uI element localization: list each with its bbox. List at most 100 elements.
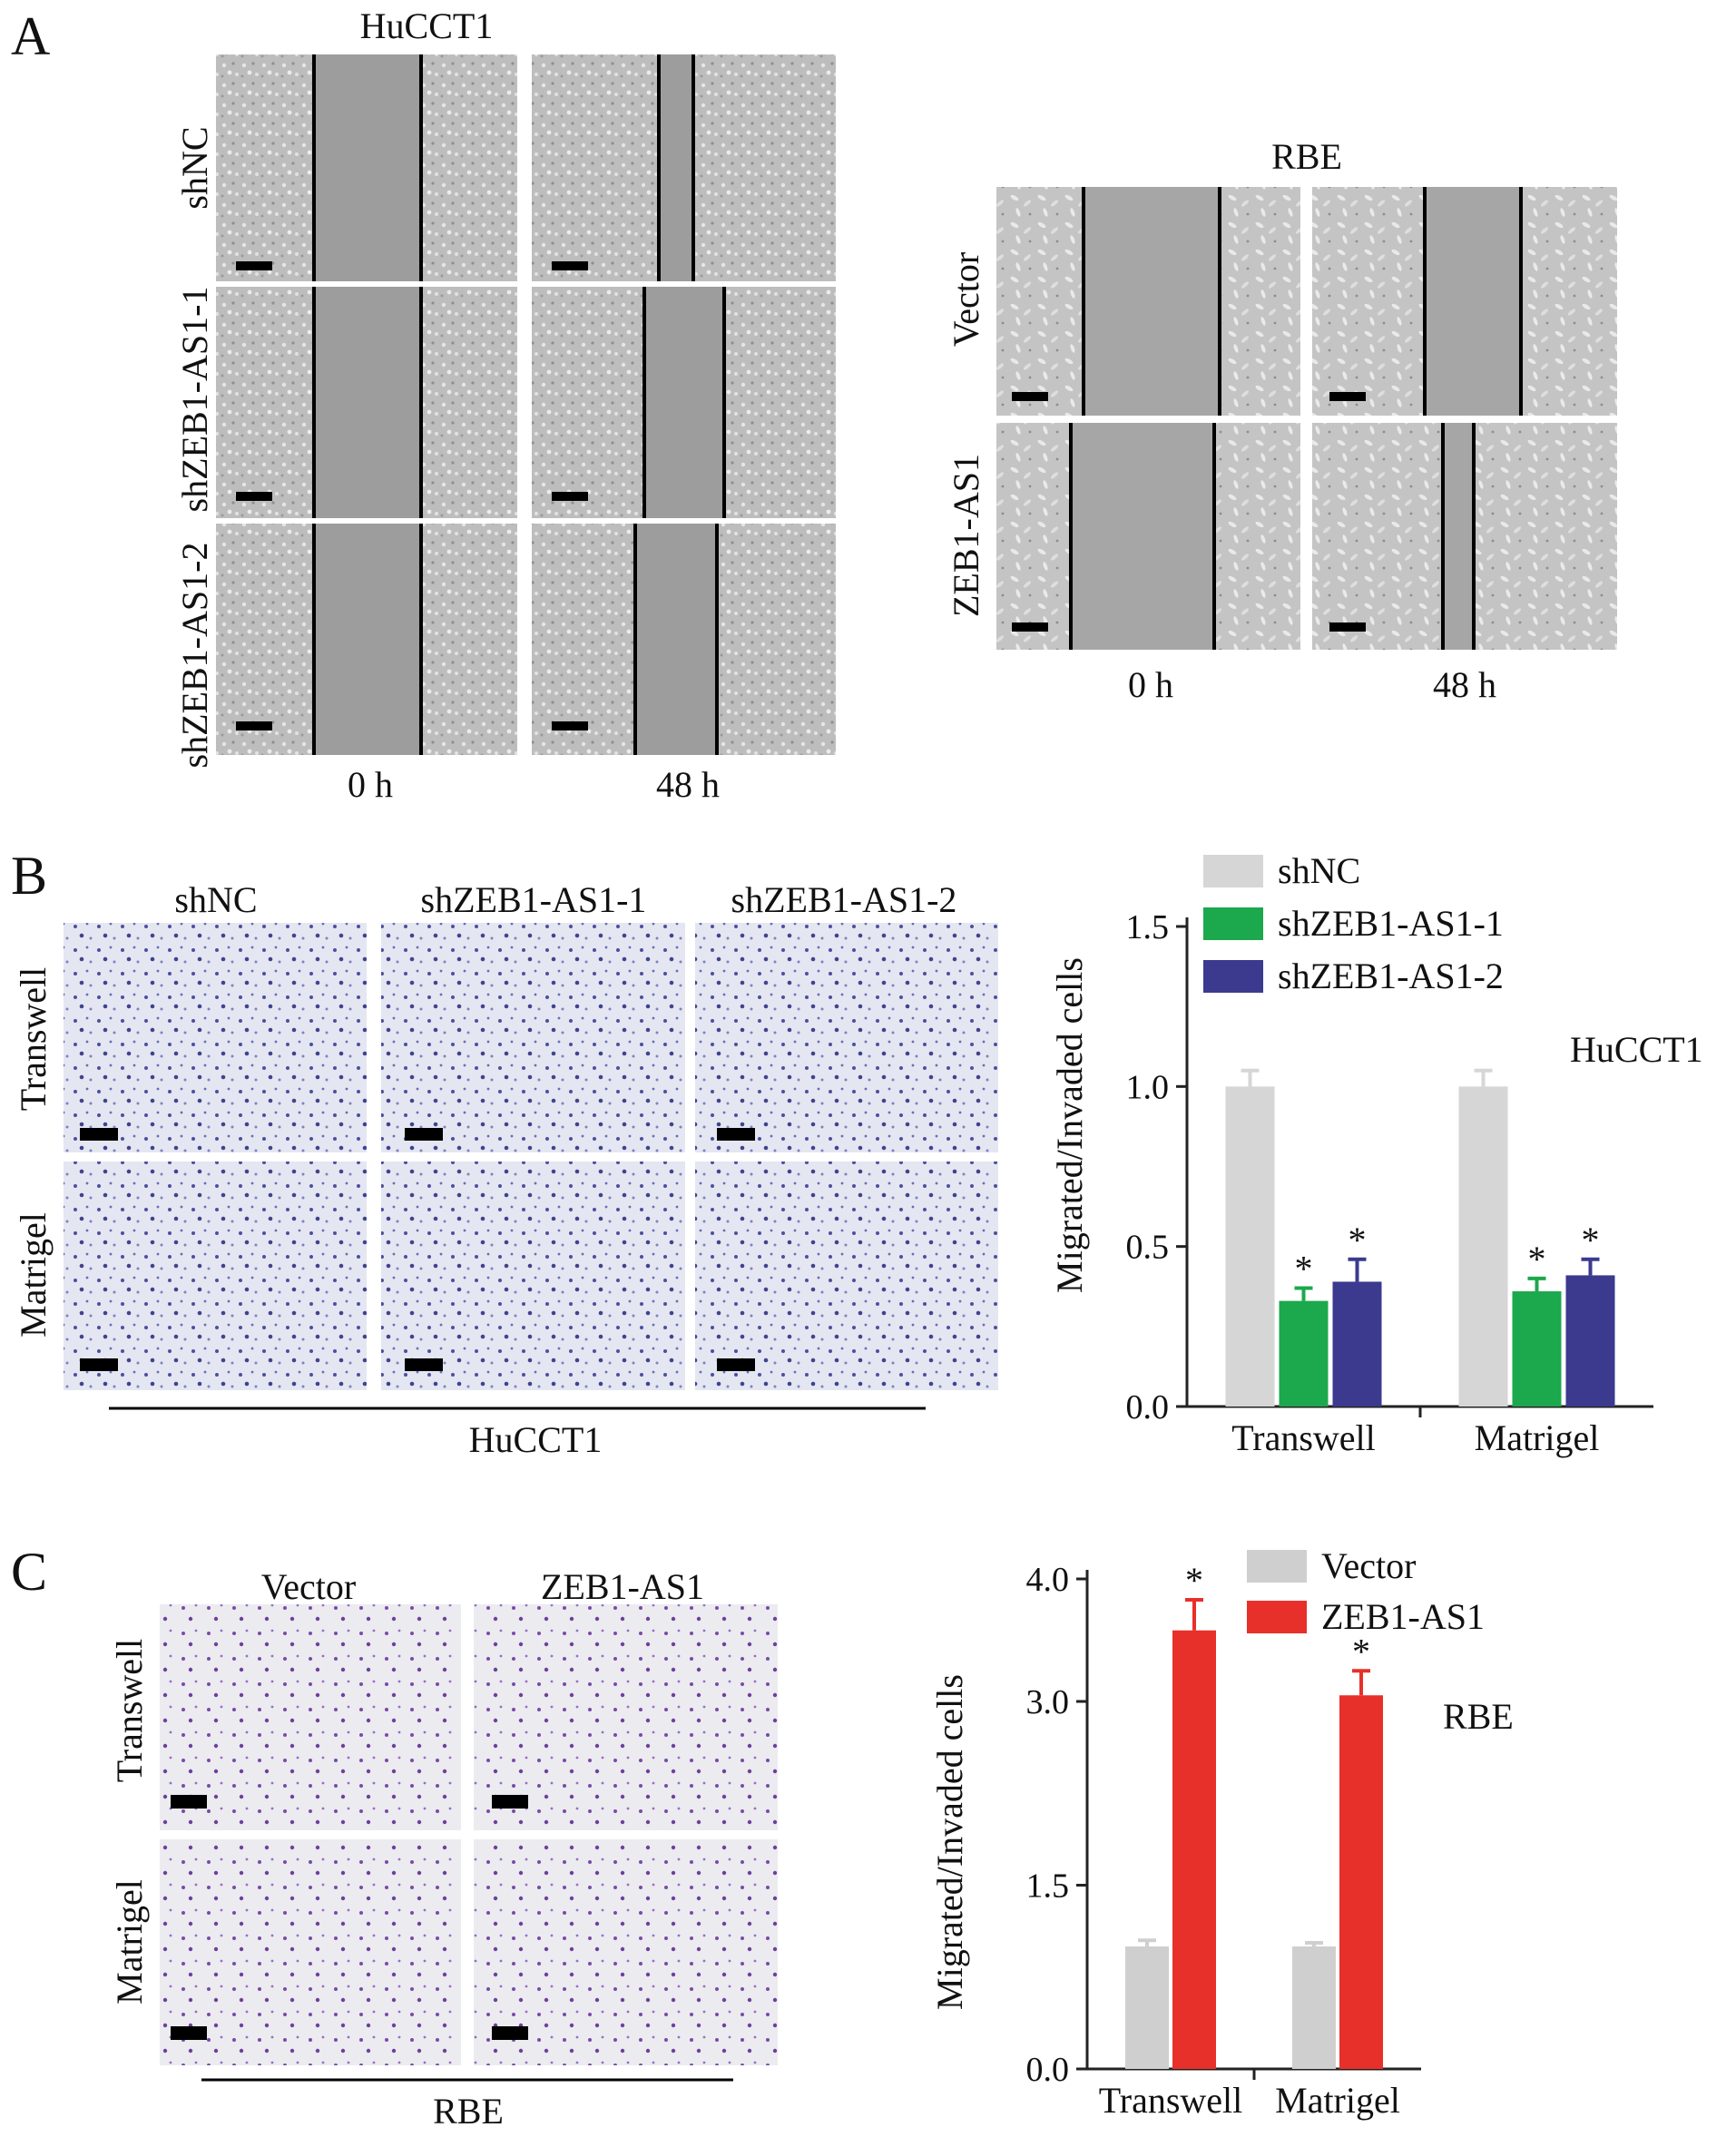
panel-c-group-label: RBE: [433, 2091, 504, 2132]
bar: [1125, 1946, 1169, 2069]
panel-c-image-grid: [160, 1604, 778, 2065]
bar: [1565, 1275, 1615, 1407]
micrograph: [695, 1162, 998, 1390]
y-tick-label: 0.0: [1026, 2051, 1070, 2089]
panel-b-image-grid: [64, 923, 998, 1390]
scale-bar: [1329, 392, 1366, 401]
chart-b: Migrated/Invaded cells HuCCT1 0.0 0.5 1.0 1…: [1049, 850, 1703, 1458]
micrograph: [695, 923, 998, 1152]
scale-bar: [552, 261, 588, 270]
micrograph: [381, 923, 685, 1152]
panel-b-col-shnc: shNC: [174, 879, 257, 920]
panel-a-rbe-title: RBE: [1271, 136, 1342, 177]
panel-a-rbe-col-48h: 48 h: [1433, 664, 1496, 705]
legend-label: Vector: [1321, 1545, 1416, 1586]
panel-b-row-transwell: Transwell: [13, 967, 54, 1112]
panel-a-hucct1-col-0h: 0 h: [348, 764, 393, 805]
scale-bar: [236, 261, 272, 270]
panel-a-rbe-row-zeb1: ZEB1-AS1: [946, 454, 986, 617]
chart-c-ylabel: Migrated/Invaded cells: [929, 1674, 970, 2010]
scale-bar: [171, 2026, 207, 2040]
y-tick-label: 0.0: [1126, 1388, 1170, 1426]
panel-c-col-zeb1: ZEB1-AS1: [541, 1566, 704, 1607]
x-category-label: Transwell: [1231, 1417, 1376, 1458]
significance-mark: *: [1185, 1560, 1203, 1601]
x-category-label: Matrigel: [1275, 2080, 1400, 2121]
panel-a-row-label-sh1: shZEB1-AS1-1: [174, 287, 215, 513]
panel-b-row-matrigel: Matrigel: [13, 1212, 54, 1338]
y-tick-label: 1.5: [1026, 1867, 1070, 1906]
scale-bar: [80, 1358, 118, 1371]
significance-mark: *: [1295, 1249, 1313, 1289]
micrograph: [64, 923, 367, 1152]
scale-bar: [492, 2026, 528, 2040]
y-tick-label: 1.0: [1126, 1068, 1170, 1106]
micrograph: [474, 1604, 778, 1830]
panel-c-col-vector: Vector: [261, 1566, 356, 1607]
micrograph: [160, 1604, 461, 1830]
panel-c-letter: C: [11, 1542, 47, 1602]
y-tick-label: 3.0: [1026, 1683, 1070, 1721]
y-tick-label: 4.0: [1026, 1561, 1070, 1599]
panel-a-row-label-sh2: shZEB1-AS1-2: [174, 543, 215, 769]
scale-bar: [405, 1358, 443, 1371]
legend-swatch: [1203, 907, 1263, 940]
legend-label: shZEB1-AS1-2: [1278, 956, 1504, 996]
panel-b-col-sh2: shZEB1-AS1-2: [731, 879, 957, 920]
significance-mark: *: [1528, 1239, 1546, 1279]
panel-c-row-transwell: Transwell: [109, 1639, 150, 1783]
scale-bar: [717, 1358, 755, 1371]
chart-c-annotation: RBE: [1443, 1696, 1514, 1737]
panel-a-hucct1-col-48h: 48 h: [656, 764, 720, 805]
panel-b-group-label: HuCCT1: [469, 1419, 603, 1460]
panel-a-letter: A: [11, 6, 50, 66]
bar: [1458, 1086, 1508, 1407]
legend-swatch: [1203, 855, 1263, 887]
scale-bar: [552, 492, 588, 501]
legend-swatch: [1247, 1601, 1307, 1633]
chart-b-ylabel: Migrated/Invaded cells: [1049, 957, 1090, 1293]
micrograph: [160, 1839, 461, 2065]
legend-swatch: [1247, 1550, 1307, 1583]
significance-mark: *: [1352, 1631, 1370, 1671]
scale-bar: [80, 1128, 118, 1141]
hucct1-wound-image-grid: [216, 54, 836, 755]
scale-bar: [1012, 392, 1048, 401]
bar: [1225, 1086, 1275, 1407]
legend-label: ZEB1-AS1: [1321, 1596, 1485, 1637]
panel-a-hucct1-title: HuCCT1: [360, 5, 494, 46]
bar: [1332, 1281, 1382, 1407]
bar: [1512, 1291, 1562, 1407]
panel-a-rbe-row-vector: Vector: [946, 252, 986, 347]
y-tick-label: 0.5: [1126, 1229, 1170, 1267]
x-category-label: Transwell: [1099, 2080, 1243, 2121]
legend-label: shNC: [1278, 850, 1360, 891]
micrograph: [64, 1162, 367, 1390]
scale-bar: [717, 1128, 755, 1141]
y-tick-label: 1.5: [1126, 908, 1170, 946]
bar: [1292, 1946, 1336, 2069]
chart-b-annotation: HuCCT1: [1570, 1029, 1703, 1070]
significance-mark: *: [1349, 1220, 1367, 1260]
panel-a-rbe-col-0h: 0 h: [1128, 664, 1173, 705]
scale-bar: [236, 721, 272, 730]
x-category-label: Matrigel: [1475, 1417, 1600, 1458]
legend-swatch: [1203, 960, 1263, 993]
scale-bar: [1012, 622, 1048, 632]
micrograph: [381, 1162, 685, 1390]
legend-label: shZEB1-AS1-1: [1278, 903, 1504, 944]
bar: [1339, 1695, 1383, 2069]
panel-b-col-sh1: shZEB1-AS1-1: [421, 879, 647, 920]
scale-bar: [552, 721, 588, 730]
bar: [1172, 1630, 1216, 2069]
panel-a-row-label-shnc: shNC: [174, 126, 215, 209]
scale-bar: [236, 492, 272, 501]
scale-bar: [405, 1128, 443, 1141]
rbe-wound-image-grid: [996, 187, 1617, 650]
scale-bar: [171, 1795, 207, 1809]
panel-c-row-matrigel: Matrigel: [109, 1879, 150, 2005]
panel-b-letter: B: [11, 846, 47, 906]
chart-c: Migrated/Invaded cells RBE 0.0 1.5 3.0 4.0 *…: [929, 1545, 1514, 2121]
scale-bar: [492, 1795, 528, 1809]
